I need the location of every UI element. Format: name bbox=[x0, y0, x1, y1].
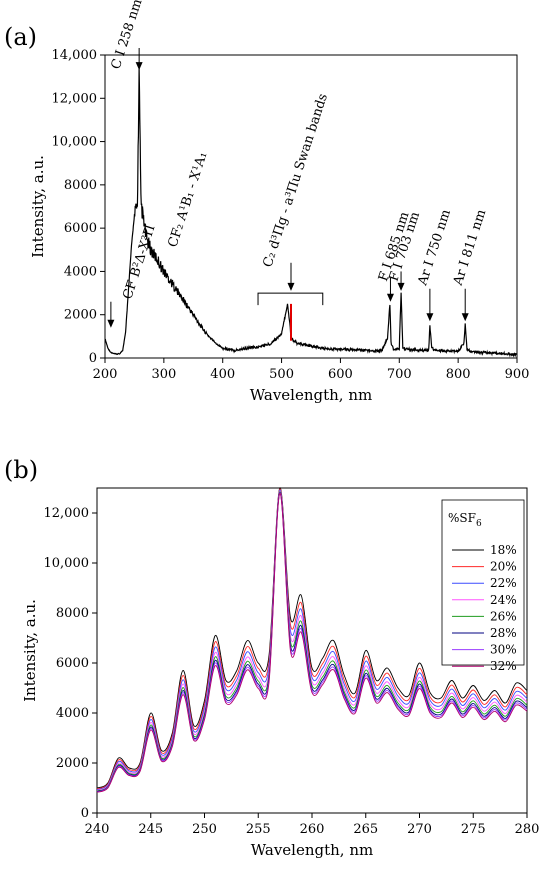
y-tick-label: 10,000 bbox=[52, 135, 98, 150]
swan-bracket bbox=[257, 292, 324, 306]
plot-frame bbox=[104, 54, 518, 359]
x-tick-label: 700 bbox=[387, 367, 412, 382]
ar-i-811-arrow-head bbox=[461, 313, 469, 322]
annotation-cf2: CF₂ A¹B₁ - X¹A₁ bbox=[166, 150, 211, 249]
legend-title-main: %SF bbox=[448, 511, 476, 525]
series-line-24pct bbox=[96, 490, 528, 791]
legend-label: 32% bbox=[490, 659, 517, 673]
series-line-32pct bbox=[96, 493, 528, 793]
panel-label: (a) bbox=[4, 23, 37, 51]
spectrum-line bbox=[104, 66, 518, 358]
annotation-cf-bx: CF B²Δ-X²Π bbox=[120, 223, 158, 301]
y-tick-label: 2000 bbox=[56, 756, 89, 771]
annotation-swan: C₂ d³Πg - a³Πu Swan bands bbox=[261, 92, 331, 269]
y-tick-label: 0 bbox=[81, 806, 89, 821]
x-tick-label: 300 bbox=[151, 367, 176, 382]
annotation-c-i-258: C I 258 nm bbox=[109, 0, 146, 71]
y-axis-title: Intensity, a.u. bbox=[21, 599, 39, 702]
y-axis-title: Intensity, a.u. bbox=[29, 155, 47, 258]
ar-i-750-arrow-head bbox=[426, 313, 434, 322]
y-tick-label: 12,000 bbox=[52, 91, 98, 106]
panel-label: (b) bbox=[4, 456, 38, 484]
x-axis-title: Wavelength, nm bbox=[251, 841, 373, 859]
annotation-ar-i-811: Ar I 811 nm bbox=[450, 208, 489, 288]
x-tick-label: 260 bbox=[300, 822, 325, 837]
x-tick-label: 255 bbox=[246, 822, 271, 837]
x-tick-label: 250 bbox=[192, 822, 217, 837]
f-i-685-arrow-head bbox=[386, 293, 394, 302]
y-tick-label: 8000 bbox=[56, 606, 89, 621]
legend-title-sub: 6 bbox=[476, 519, 482, 529]
x-tick-label: 400 bbox=[210, 367, 235, 382]
series-line-26pct bbox=[96, 491, 528, 792]
y-tick-label: 8000 bbox=[64, 178, 97, 193]
cf-bx-arrow-head bbox=[107, 319, 115, 328]
f-i-703-arrow-head bbox=[397, 282, 405, 291]
series-line-18pct bbox=[96, 487, 528, 789]
swan-arrow-head bbox=[287, 282, 295, 291]
c-i-258-arrow-head bbox=[135, 62, 143, 71]
x-tick-label: 800 bbox=[446, 367, 471, 382]
x-tick-label: 500 bbox=[269, 367, 294, 382]
y-tick-label: 4000 bbox=[64, 264, 97, 279]
x-tick-label: 200 bbox=[93, 367, 118, 382]
legend-label: 20% bbox=[490, 560, 517, 574]
series-line-22pct bbox=[96, 489, 528, 791]
x-axis-title: Wavelength, nm bbox=[250, 386, 372, 404]
legend-label: 22% bbox=[490, 576, 517, 590]
series-line-20pct bbox=[96, 488, 528, 790]
legend-label: 28% bbox=[490, 626, 517, 640]
y-tick-label: 4000 bbox=[56, 706, 89, 721]
y-tick-label: 14,000 bbox=[52, 48, 98, 63]
x-tick-label: 900 bbox=[505, 367, 530, 382]
legend-label: 30% bbox=[490, 643, 517, 657]
legend-label: 24% bbox=[490, 593, 517, 607]
x-tick-label: 240 bbox=[85, 822, 110, 837]
panel-a: 200 300 400 500 600 700 800 900 0 2000 4000 6000 800… bbox=[4, 0, 529, 404]
y-tick-label: 6000 bbox=[56, 656, 89, 671]
x-tick-label: 265 bbox=[353, 822, 378, 837]
x-tick-label: 275 bbox=[461, 822, 486, 837]
legend-title: %SF6 bbox=[448, 511, 482, 529]
x-tick-label: 280 bbox=[515, 822, 540, 837]
panel-b: 240 245 250 255 260 265 270 275 280 0 2000 4000 6000… bbox=[4, 456, 539, 859]
x-tick-label: 600 bbox=[328, 367, 353, 382]
y-tick-label: 2000 bbox=[64, 308, 97, 323]
y-tick-label: 12,000 bbox=[44, 506, 90, 521]
y-tick-label: 10,000 bbox=[44, 556, 90, 571]
y-tick-label: 0 bbox=[89, 351, 97, 366]
legend-label: 26% bbox=[490, 609, 517, 623]
x-tick-label: 270 bbox=[407, 822, 432, 837]
y-tick-label: 6000 bbox=[64, 221, 97, 236]
legend-box bbox=[441, 499, 525, 666]
x-tick-label: 245 bbox=[138, 822, 163, 837]
legend-label: 18% bbox=[490, 543, 517, 557]
